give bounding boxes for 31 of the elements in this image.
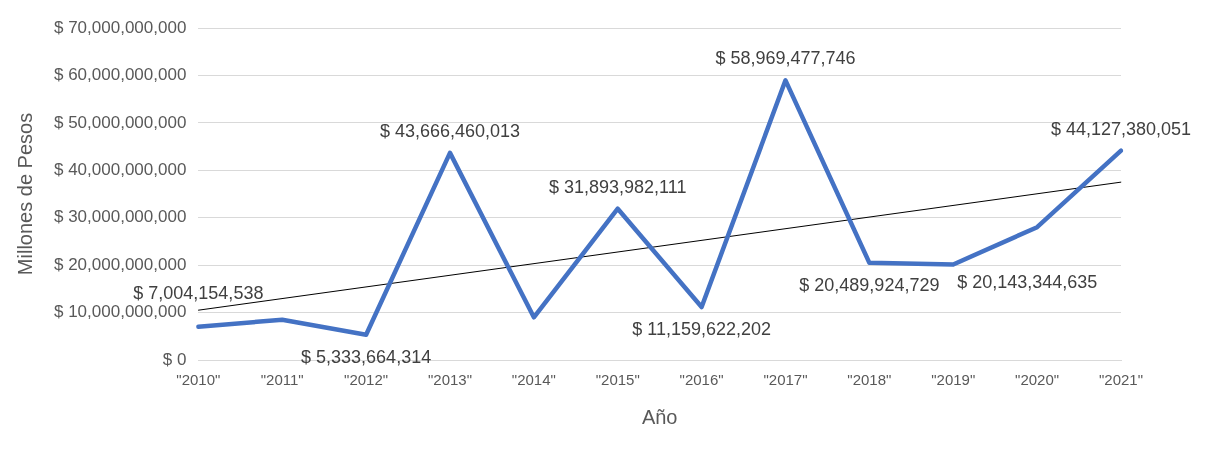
data-label: $ 44,127,380,051 xyxy=(1050,118,1192,139)
x-tick-label: "2010" xyxy=(176,371,221,389)
y-axis-title: Millones de Pesos xyxy=(13,112,36,276)
data-label: $ 43,666,460,013 xyxy=(379,120,521,141)
y-tick-label: $ 10,000,000,000 xyxy=(53,302,187,322)
y-tick-label: $ 20,000,000,000 xyxy=(53,254,187,274)
y-tick-label: $ 70,000,000,000 xyxy=(53,17,187,37)
x-tick-label: "2017" xyxy=(763,371,808,389)
data-label: $ 5,333,664,314 xyxy=(301,346,432,367)
y-tick-label: $ 0 xyxy=(162,349,187,369)
x-tick-label: "2020" xyxy=(1015,371,1060,389)
y-tick-label: $ 30,000,000,000 xyxy=(53,207,187,227)
x-tick-label: "2014" xyxy=(511,371,556,389)
x-tick-label: "2013" xyxy=(427,371,472,389)
data-label: $ 20,143,344,635 xyxy=(957,272,1098,293)
data-label: $ 20,489,924,729 xyxy=(799,274,940,295)
y-tick-label: $ 40,000,000,000 xyxy=(53,159,187,179)
x-tick-label: "2021" xyxy=(1098,371,1144,389)
x-tick-label: "2015" xyxy=(595,371,640,389)
x-tick-label: "2019" xyxy=(931,371,976,389)
x-tick-label: "2011" xyxy=(260,371,304,389)
y-tick-label: $ 50,000,000,000 xyxy=(53,112,187,132)
x-tick-label: "2018" xyxy=(847,371,892,389)
x-tick-label: "2016" xyxy=(679,371,724,389)
y-tick-label: $ 60,000,000,000 xyxy=(53,65,187,85)
x-tick-label: "2012" xyxy=(344,371,389,389)
data-label: $ 11,159,622,202 xyxy=(632,319,772,340)
x-axis-title: Año xyxy=(641,405,678,428)
data-label: $ 31,893,982,111 xyxy=(549,176,687,197)
data-label: $ 58,969,477,746 xyxy=(715,48,856,69)
data-label: $ 7,004,154,538 xyxy=(133,282,264,303)
